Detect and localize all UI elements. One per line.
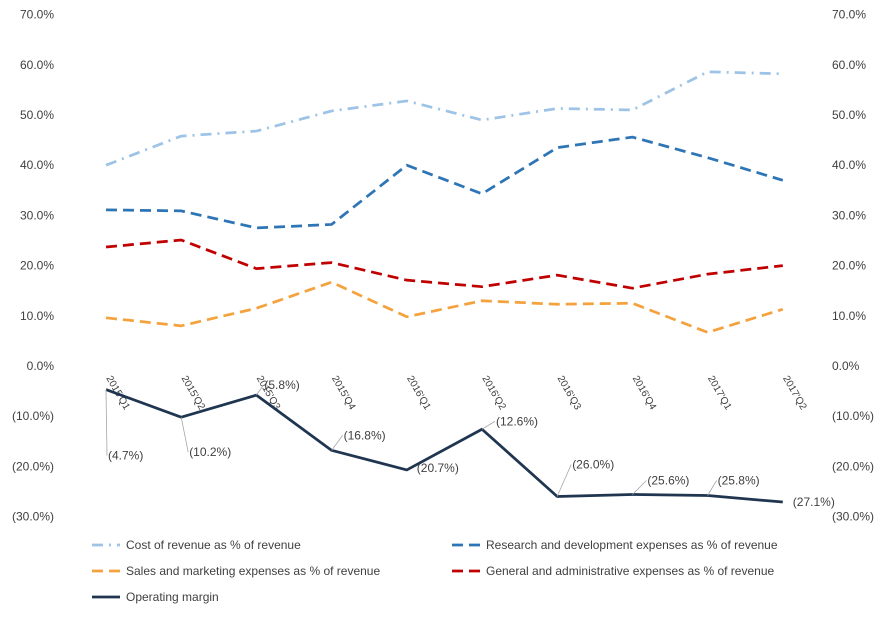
- x-category-label: 2016'Q1: [404, 374, 432, 412]
- y-tick-label-right: 70.0%: [832, 8, 866, 22]
- data-label: (25.8%): [718, 474, 760, 488]
- data-label: (5.8%): [264, 378, 299, 392]
- x-category-label: 2016'Q4: [630, 374, 658, 412]
- y-tick-label-right: 0.0%: [832, 359, 860, 373]
- y-tick-label-right: 20.0%: [832, 259, 866, 273]
- leader-line: [105, 389, 108, 456]
- y-tick-label-right: 50.0%: [832, 108, 866, 122]
- legend-label: Operating margin: [126, 590, 219, 604]
- y-tick-label-right: 60.0%: [832, 58, 866, 72]
- x-category-label: 2015'Q2: [179, 374, 207, 412]
- legend-label: Research and development expenses as % o…: [486, 538, 778, 552]
- legend-item: Research and development expenses as % o…: [452, 538, 778, 552]
- legend-label: General and administrative expenses as %…: [486, 564, 774, 578]
- series-line: [105, 280, 784, 334]
- data-label: (26.0%): [572, 458, 614, 472]
- legend-label: Sales and marketing expenses as % of rev…: [126, 564, 380, 578]
- x-axis-category-labels: 2015'Q1 2015'Q2 2015'Q3 2015'Q4 2016'Q1 2016'…: [103, 374, 808, 412]
- leader-line: [256, 384, 264, 396]
- y-tick-label-left: 60.0%: [20, 58, 54, 72]
- data-labels: (4.7%) (10.2%) (5.8%) (16.8%) (20.7%) (12.6%)…: [108, 378, 835, 509]
- y-tick-label-right: 40.0%: [832, 158, 866, 172]
- y-tick-label-left: 0.0%: [27, 359, 55, 373]
- legend-item: Cost of revenue as % of revenue: [92, 538, 301, 552]
- data-label: (25.6%): [647, 474, 689, 488]
- legend: Cost of revenue as % of revenue Research …: [92, 538, 778, 604]
- data-label: (10.2%): [189, 445, 231, 459]
- data-label: (27.1%): [793, 495, 835, 509]
- legend-item: General and administrative expenses as %…: [452, 564, 774, 578]
- y-tick-label-right: (20.0%): [832, 459, 874, 473]
- y-tick-label-left: 70.0%: [20, 8, 54, 22]
- y-tick-label-left: (20.0%): [12, 459, 54, 473]
- x-category-label: 2015'Q4: [329, 374, 357, 412]
- y-tick-label-right: (10.0%): [832, 409, 874, 423]
- y-tick-label-right: (30.0%): [832, 510, 874, 524]
- leader-line: [481, 420, 496, 430]
- y-tick-label-left: 40.0%: [20, 158, 54, 172]
- series-lines: [105, 70, 784, 504]
- series-line: [105, 70, 783, 167]
- leader-line: [180, 417, 189, 453]
- y-tick-label-right: 10.0%: [832, 309, 866, 323]
- data-label: (12.6%): [496, 414, 538, 428]
- series-line: [105, 388, 783, 504]
- data-label-leader-lines: [105, 384, 717, 497]
- legend-label: Cost of revenue as % of revenue: [126, 538, 301, 552]
- leader-line: [556, 464, 572, 497]
- leader-line: [632, 480, 647, 495]
- left-y-axis-labels: 70.0% 60.0% 50.0% 40.0% 30.0% 20.0% 10.0% 0.0% (…: [12, 8, 54, 524]
- y-tick-label-left: (10.0%): [12, 409, 54, 423]
- legend-item: Sales and marketing expenses as % of rev…: [92, 564, 380, 578]
- x-category-label: 2016'Q3: [555, 374, 583, 412]
- x-category-label: 2017'Q1: [705, 374, 733, 412]
- legend-item: Operating margin: [92, 590, 219, 604]
- x-category-label: 2017'Q2: [780, 374, 808, 412]
- leader-line: [331, 435, 343, 451]
- y-tick-label-left: 30.0%: [20, 208, 54, 222]
- series-line: [105, 135, 784, 230]
- y-tick-label-right: 30.0%: [832, 208, 866, 222]
- data-label: (4.7%): [108, 449, 143, 463]
- data-label: (16.8%): [344, 428, 386, 442]
- leader-line: [707, 480, 717, 496]
- y-tick-label-left: (30.0%): [12, 510, 54, 524]
- y-tick-label-left: 10.0%: [20, 309, 54, 323]
- y-tick-label-left: 50.0%: [20, 108, 54, 122]
- series-line: [105, 238, 783, 290]
- x-category-label: 2016'Q2: [479, 374, 507, 412]
- y-tick-label-left: 20.0%: [20, 259, 54, 273]
- data-label: (20.7%): [417, 461, 459, 475]
- right-y-axis-labels: 70.0% 60.0% 50.0% 40.0% 30.0% 20.0% 10.0% 0.0% (…: [832, 8, 874, 524]
